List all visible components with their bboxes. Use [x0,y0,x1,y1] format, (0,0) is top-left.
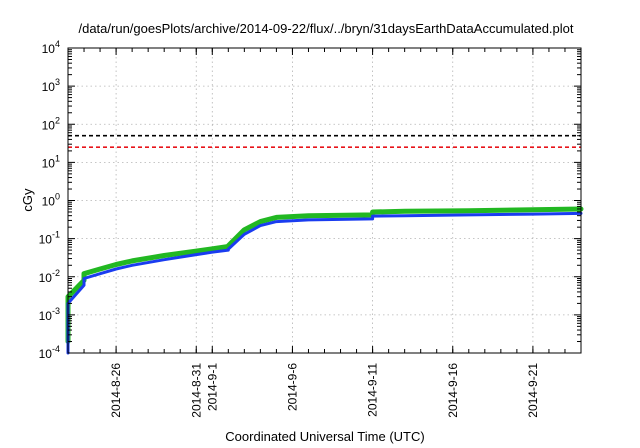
series-line [65,206,584,344]
y-tick-label: 10-1 [39,230,60,247]
x-tick-label: 2014-9-1 [205,363,219,411]
x-tick-label: 2014-8-26 [109,363,123,418]
y-tick-label: 10-3 [39,306,60,323]
series-line [66,211,583,355]
x-tick-label: 2014-9-11 [366,363,380,417]
tick-marks [68,47,581,354]
y-tick-label: 100 [42,192,60,209]
series-lines [65,206,584,355]
x-tick-label: 2014-9-6 [285,363,299,411]
grid [68,48,581,353]
x-tick-label: 2014-9-21 [526,363,540,418]
y-axis-label: cGy [20,188,35,212]
y-tick-label: 10-4 [39,344,60,361]
x-tick-label: 2014-8-31 [189,363,203,418]
y-tick-label: 101 [42,153,60,170]
x-axis-label: Coordinated Universal Time (UTC) [225,429,424,444]
y-tick-label: 10-2 [39,268,60,285]
chart-title: /data/run/goesPlots/archive/2014-09-22/f… [78,21,573,36]
y-tick-labels: 10-4 10-3 10-2 10-1 100 101 102 103 104 [39,39,60,361]
y-tick-label: 104 [42,39,60,56]
x-tick-labels: 2014-8-26 2014-8-31 2014-9-1 2014-9-6 2014-9… [109,363,540,418]
threshold-lines [68,134,581,149]
x-tick-label: 2014-9-16 [446,363,460,418]
y-tick-label: 103 [42,77,60,94]
y-tick-label: 102 [42,115,60,132]
